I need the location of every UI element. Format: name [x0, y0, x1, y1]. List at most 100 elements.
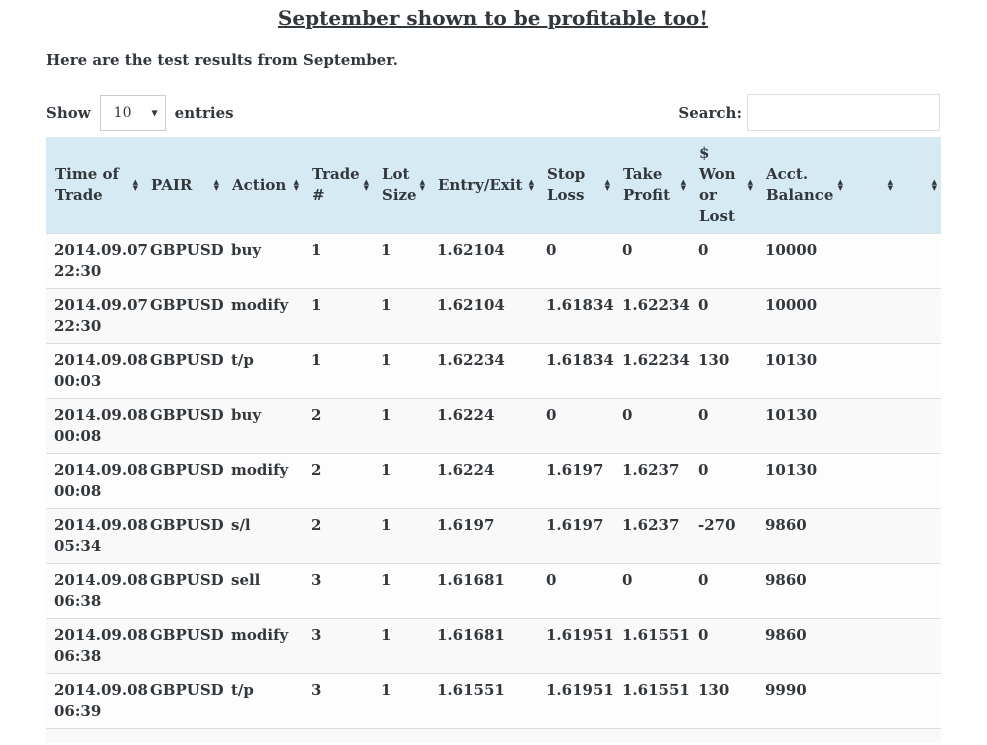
cell	[429, 729, 538, 744]
cell: 2	[311, 461, 322, 479]
cell: 0	[622, 241, 633, 259]
cell: 0	[698, 296, 709, 314]
results-table: Time of Trade ▲ ▼ PAIR ▲ ▼ Action ▲ ▼ Trade # ▲ ▼ Lo…	[46, 137, 941, 743]
cell: 1.61834	[546, 351, 614, 369]
cell: 1.6197	[437, 516, 495, 534]
column-header-content: Take Profit ▲ ▼	[623, 164, 686, 206]
column-header-label: Time of Trade	[55, 165, 119, 204]
cell: 3	[311, 626, 322, 644]
column-header-label: PAIR	[151, 175, 193, 194]
cell: GBPUSD	[150, 461, 224, 479]
column-header-trade[interactable]: Trade # ▲ ▼	[303, 137, 373, 234]
cell	[847, 344, 897, 399]
cell	[690, 729, 757, 744]
column-header-pair[interactable]: PAIR ▲ ▼	[142, 137, 223, 234]
cell: 2014.09.08 00:08	[54, 406, 148, 445]
cell: s/l	[231, 516, 251, 534]
column-header-label: $ Won or Lost	[699, 144, 736, 225]
cell	[847, 399, 897, 454]
cell: 10130	[765, 351, 818, 369]
column-header-content: $ Won or Lost ▲ ▼	[699, 143, 753, 227]
cell	[897, 509, 941, 564]
cell: 1.62104	[437, 296, 505, 314]
cell: 1	[381, 626, 392, 644]
sort-icon: ▲ ▼	[887, 178, 893, 192]
sort-icon: ▲ ▼	[837, 178, 843, 192]
column-header-lot-size[interactable]: Lot Size ▲ ▼	[373, 137, 429, 234]
column-header-entry-exit[interactable]: Entry/Exit ▲ ▼	[429, 137, 538, 234]
cell: 1.61951	[546, 681, 614, 699]
column-header-action[interactable]: Action ▲ ▼	[223, 137, 303, 234]
column-header-label: Lot Size	[382, 165, 417, 204]
column-header-label: Take Profit	[623, 165, 671, 204]
cell	[847, 289, 897, 344]
cell: GBPUSD	[150, 241, 224, 259]
cell: 1	[381, 351, 392, 369]
table-row: 2014.09.08 00:03 GBPUSD t/p 1 1 1.62234 1.61834…	[46, 343, 941, 399]
table-row-partial	[46, 728, 941, 744]
column-header-label: Action	[232, 175, 287, 194]
column-header-acct-balance[interactable]: Acct. Balance ▲ ▼	[757, 137, 847, 234]
column-header-time-of-trade[interactable]: Time of Trade ▲ ▼	[46, 137, 142, 234]
cell: GBPUSD	[150, 351, 224, 369]
cell	[897, 454, 941, 509]
column-header-content: ▲ ▼	[906, 179, 937, 192]
entries-select[interactable]: 10	[99, 94, 166, 131]
sort-icon: ▲ ▼	[363, 178, 369, 192]
column-header-content: Lot Size ▲ ▼	[382, 164, 425, 206]
cell: 1.62104	[437, 241, 505, 259]
cell: modify	[231, 461, 289, 479]
cell	[897, 344, 941, 399]
cell	[757, 729, 847, 744]
cell: 0	[698, 571, 709, 589]
cell: 10000	[765, 296, 818, 314]
table-row: 2014.09.08 06:39 GBPUSD t/p 3 1 1.61551 1.61951…	[46, 673, 941, 729]
sort-icon: ▲ ▼	[747, 178, 753, 192]
cell: 9860	[765, 571, 807, 589]
table-row: 2014.09.08 05:34 GBPUSD s/l 2 1 1.6197 1.6197 1.…	[46, 508, 941, 564]
sort-icon: ▲ ▼	[419, 178, 425, 192]
entries-length-control: Show 10 ▼ entries	[46, 94, 234, 131]
cell: 1.61551	[437, 681, 505, 699]
cell: 0	[698, 626, 709, 644]
sort-icon: ▲ ▼	[132, 178, 138, 192]
cell: modify	[231, 296, 289, 314]
column-header-stop-loss[interactable]: Stop Loss ▲ ▼	[538, 137, 614, 234]
cell	[303, 729, 373, 744]
cell	[373, 729, 429, 744]
column-header[interactable]: ▲ ▼	[897, 137, 941, 234]
cell: 1.61551	[622, 626, 690, 644]
cell	[897, 289, 941, 344]
cell: 1.6224	[437, 406, 495, 424]
cell: 1.6197	[546, 516, 604, 534]
cell: GBPUSD	[150, 296, 224, 314]
table-row: 2014.09.08 06:38 GBPUSD modify 3 1 1.61681 1.61…	[46, 618, 941, 674]
search-input[interactable]	[747, 94, 940, 131]
column-header-take-profit[interactable]: Take Profit ▲ ▼	[614, 137, 690, 234]
column-header-content: Entry/Exit ▲ ▼	[438, 175, 534, 196]
cell: 1.6197	[546, 461, 604, 479]
page-title: September shown to be profitable too!	[277, 6, 709, 30]
cell: 1	[381, 681, 392, 699]
cell: 0	[698, 406, 709, 424]
column-header-label: Stop Loss	[547, 165, 586, 204]
sort-icon: ▲ ▼	[528, 178, 534, 192]
cell: modify	[231, 626, 289, 644]
table-row: 2014.09.07 22:30 GBPUSD buy 1 1 1.62104 0 0 0 1000…	[46, 233, 941, 289]
cell	[847, 729, 897, 744]
column-header[interactable]: ▲ ▼	[847, 137, 897, 234]
cell: 2014.09.08 00:03	[54, 351, 148, 390]
cell: 130	[698, 681, 730, 699]
table-row: 2014.09.08 00:08 GBPUSD modify 2 1 1.6224 1.619…	[46, 453, 941, 509]
cell: 2014.09.08 06:38	[54, 626, 148, 665]
cell: 3	[311, 571, 322, 589]
column-header-content: Trade # ▲ ▼	[312, 164, 369, 206]
column-header-won-or-lost[interactable]: $ Won or Lost ▲ ▼	[690, 137, 757, 234]
cell: 1	[381, 461, 392, 479]
cell: 2014.09.08 06:39	[54, 681, 148, 720]
cell: -270	[698, 516, 736, 534]
column-header-label: Entry/Exit	[438, 175, 523, 194]
table-body: 2014.09.07 22:30 GBPUSD buy 1 1 1.62104 0 0 0 1000…	[46, 233, 941, 744]
cell	[847, 619, 897, 674]
cell: buy	[231, 406, 262, 424]
